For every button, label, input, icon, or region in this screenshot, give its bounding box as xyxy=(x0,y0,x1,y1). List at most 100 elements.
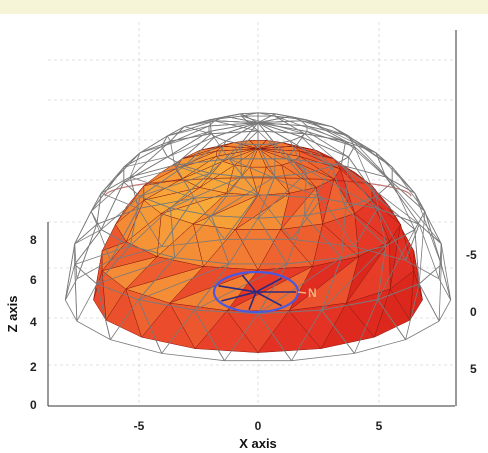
wire-edge xyxy=(257,130,305,135)
wire-edge xyxy=(225,113,241,117)
wire-edge xyxy=(348,135,393,168)
wire-edge xyxy=(377,245,387,300)
wire-edge xyxy=(291,238,355,247)
x-tick-label: -5 xyxy=(134,419,145,433)
wire-edge xyxy=(208,131,216,138)
wire-edge xyxy=(286,158,342,166)
wire-edge xyxy=(228,130,259,160)
wire-edge xyxy=(286,257,342,265)
wire-edge xyxy=(170,141,175,166)
wire-edge xyxy=(257,217,288,265)
wire-edge xyxy=(257,176,276,219)
wire-edge xyxy=(306,125,355,147)
wire-edge xyxy=(64,264,76,301)
top-strip xyxy=(0,0,488,14)
wire-edge xyxy=(194,309,259,315)
wire-edge xyxy=(161,309,195,354)
wire-edge xyxy=(138,299,163,354)
wire-edge xyxy=(348,135,393,183)
wire-edge xyxy=(257,313,292,361)
wire-edge xyxy=(348,135,355,147)
wire-edge xyxy=(306,165,332,174)
wire-edge xyxy=(375,152,416,194)
wire-edge xyxy=(289,140,307,174)
wire-edge xyxy=(123,146,162,168)
wire-edge xyxy=(129,152,141,178)
wire-edge xyxy=(208,122,259,127)
wire-edge xyxy=(139,140,171,154)
wire-edge xyxy=(193,197,225,240)
wire-edge xyxy=(375,196,416,230)
wire-edge xyxy=(257,122,302,138)
wire-edge xyxy=(214,116,227,122)
wire-edge xyxy=(257,194,322,199)
wire-edge xyxy=(225,116,259,124)
wire-edge xyxy=(96,283,139,301)
wire-edge xyxy=(348,146,355,158)
wire-edge xyxy=(257,309,322,315)
wire-edge xyxy=(228,217,259,265)
wire-edge xyxy=(240,112,259,115)
wire-edge xyxy=(74,245,131,265)
wire-edge xyxy=(354,299,378,354)
wire-edge xyxy=(211,215,259,219)
wire-edge xyxy=(138,299,195,311)
wire-edge xyxy=(193,309,225,361)
wire-edge xyxy=(129,207,171,246)
wire-edge xyxy=(345,156,349,209)
wire-edge xyxy=(354,146,393,183)
wire-edge xyxy=(174,133,212,166)
wire-edge xyxy=(211,215,230,265)
wire-edge xyxy=(161,135,168,147)
wire-edge xyxy=(385,176,415,194)
wire-edge xyxy=(101,192,139,209)
wire-edge xyxy=(321,299,378,311)
wire-edge xyxy=(321,197,355,247)
wire-edge xyxy=(289,136,302,142)
wire-edge xyxy=(257,172,307,219)
wire-edge xyxy=(391,182,416,230)
wire-edge xyxy=(291,353,355,362)
y-tick-label: 5 xyxy=(470,362,477,376)
wire-edge xyxy=(214,120,259,124)
wire-edge xyxy=(174,158,230,166)
wire-edge xyxy=(354,339,406,354)
wire-edge xyxy=(286,133,305,160)
wire-edge xyxy=(139,172,210,197)
wire-edge xyxy=(161,197,195,247)
wire-edge xyxy=(130,176,195,199)
wire-edge xyxy=(331,166,346,209)
wire-edge xyxy=(414,211,426,230)
wire-edge xyxy=(209,140,227,174)
wire-edge xyxy=(167,131,210,158)
wire-edge xyxy=(208,120,216,127)
wire-edge xyxy=(225,122,259,142)
wire-edge xyxy=(170,207,175,258)
wire-edge xyxy=(375,181,393,197)
wire-edge xyxy=(129,176,139,209)
wire-edge xyxy=(377,208,406,261)
wire-edge xyxy=(74,229,102,265)
x-axis-label: X axis xyxy=(239,436,277,451)
wire-edge xyxy=(110,299,139,340)
inner-rim xyxy=(104,177,412,197)
wire-edge xyxy=(321,257,342,311)
wire-edge xyxy=(240,122,259,145)
wire-edge xyxy=(76,320,111,340)
wire-edge xyxy=(345,207,387,246)
wire-edge xyxy=(228,158,322,199)
wire-edge xyxy=(377,208,420,225)
wire-edge xyxy=(377,283,420,301)
wire-edge xyxy=(170,176,242,209)
wire-edge xyxy=(240,113,259,124)
wire-edge xyxy=(304,166,333,216)
wire-edge xyxy=(167,136,215,158)
wire-edge xyxy=(74,224,98,245)
wire-edge xyxy=(161,238,225,247)
wire-edge xyxy=(123,152,141,168)
wire-edge xyxy=(90,181,125,212)
wire-edge xyxy=(96,283,111,340)
wire-edge xyxy=(391,166,416,194)
wire-edge xyxy=(211,176,242,216)
